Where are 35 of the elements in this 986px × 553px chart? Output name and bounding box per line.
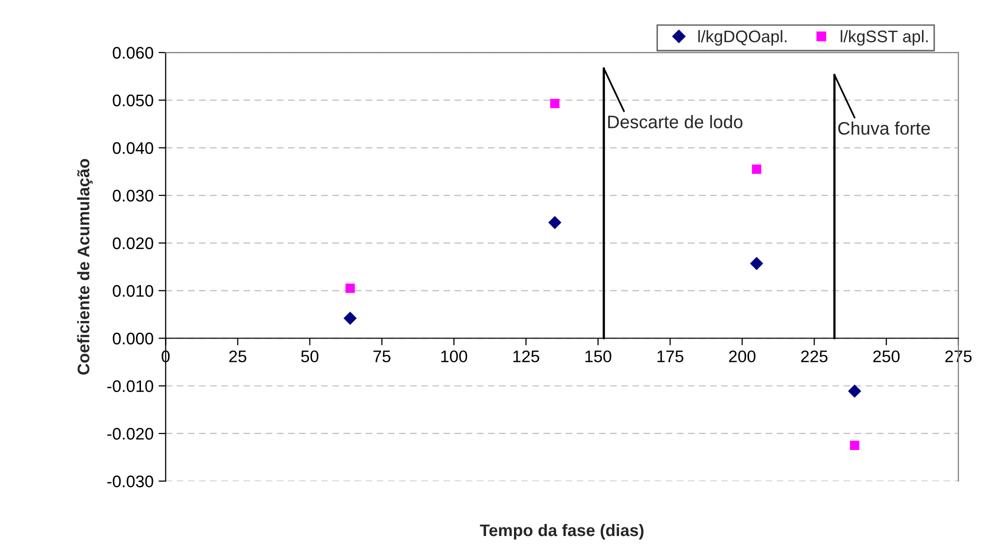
y-tick-label: -0.020 (107, 428, 154, 440)
x-tick-label: 200 (729, 350, 756, 362)
x-tick-label: 150 (585, 350, 612, 362)
y-tick-label: 0.000 (112, 332, 154, 344)
y-tick-label: 0.040 (112, 142, 154, 154)
x-tick-label: 50 (301, 350, 318, 362)
x-tick-label: 250 (873, 350, 900, 362)
ref-line-label: Chuva forte (838, 121, 930, 135)
x-axis-title: Tempo da fase (dias) (480, 524, 644, 540)
y-tick-label: -0.010 (107, 380, 154, 392)
point (344, 312, 357, 325)
x-tick-label: 275 (945, 350, 972, 362)
x-tick-label: 75 (373, 350, 390, 362)
point (345, 284, 355, 293)
x-tick-label: 125 (513, 350, 540, 362)
y-tick-label: 0.030 (112, 190, 154, 202)
y-tick-label: -0.030 (107, 476, 154, 488)
point (850, 440, 860, 450)
ref-line-label: Descarte de lodo (608, 115, 742, 128)
legend-label: l/kgSST apl. (840, 30, 928, 46)
x-tick-label: 175 (657, 350, 684, 362)
x-tick-label: 225 (801, 350, 828, 362)
y-axis-title: Coeficiente de Acumulação (77, 158, 93, 375)
point (548, 216, 562, 230)
y-tick-label: 0.020 (112, 237, 154, 250)
x-tick-label: 25 (229, 350, 246, 362)
point (750, 256, 764, 270)
y-tick-label: 0.050 (112, 94, 154, 106)
point (752, 164, 762, 174)
y-tick-label: 0.010 (112, 285, 154, 297)
point (550, 98, 560, 108)
point (848, 384, 862, 398)
legend-label: l/kgDQOapl. (698, 30, 786, 46)
x-tick-label: 100 (441, 350, 468, 362)
y-tick-label: 0.060 (112, 46, 154, 59)
